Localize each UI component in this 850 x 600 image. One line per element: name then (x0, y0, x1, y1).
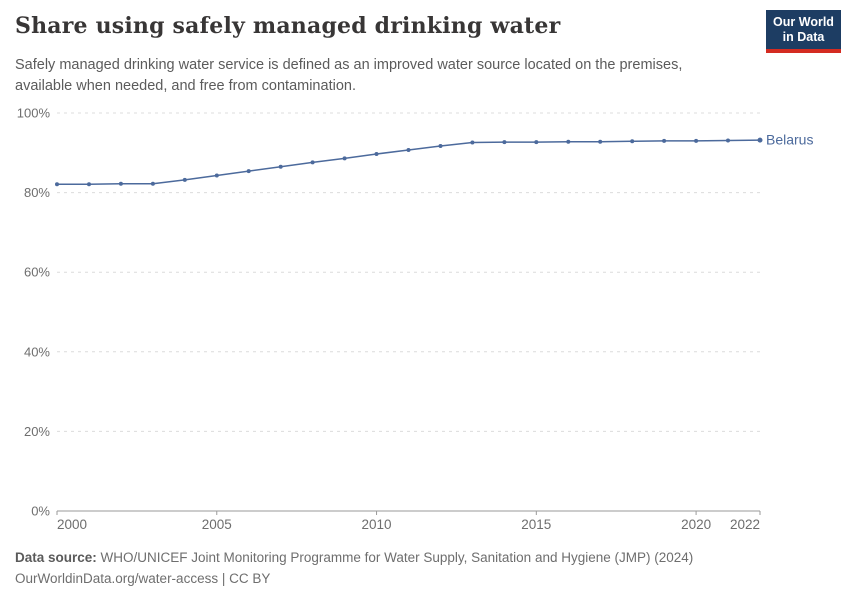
data-point[interactable] (214, 173, 219, 178)
x-axis-label: 2005 (202, 517, 232, 532)
data-point[interactable] (246, 169, 251, 174)
line-chart[interactable]: 0% 20% 40% 60% 80% 100% 2000 2005 2010 2015 2020 20… (0, 100, 850, 545)
y-axis-label: 0% (31, 504, 50, 519)
x-axis-label: 2015 (521, 517, 551, 532)
chart-footer: Data source: WHO/UNICEF Joint Monitoring… (15, 548, 693, 589)
data-point[interactable] (438, 144, 443, 148)
chart-subtitle: Safely managed drinking water service is… (15, 55, 682, 97)
data-point[interactable] (566, 139, 571, 144)
data-point[interactable] (278, 164, 283, 169)
owid-logo[interactable]: Our World in Data (766, 10, 841, 53)
owid-logo-line2: in Data (782, 29, 825, 44)
x-axis-label: 2010 (362, 517, 392, 532)
chart-subtitle-line2: available when needed, and free from con… (15, 78, 356, 94)
data-point[interactable] (662, 138, 667, 143)
data-point[interactable] (182, 177, 187, 182)
plot-svg[interactable]: 0% 20% 40% 60% 80% 100% 2000 2005 2010 2015 2020 20… (0, 100, 850, 545)
y-axis-label: 20% (24, 424, 50, 439)
data-source-label: Data source: (15, 550, 97, 565)
data-line[interactable] (57, 139, 761, 185)
data-point[interactable] (374, 152, 379, 156)
data-point[interactable] (470, 140, 475, 145)
data-source-line: Data source: WHO/UNICEF Joint Monitoring… (15, 548, 693, 569)
y-axis-label: 80% (24, 185, 50, 200)
data-point[interactable] (342, 156, 347, 161)
series-label: Belarus (766, 132, 813, 148)
data-point[interactable] (118, 181, 123, 186)
data-point[interactable] (757, 137, 763, 143)
data-point[interactable] (694, 138, 699, 143)
x-axis-label: 2020 (681, 517, 711, 532)
owid-logo-line1: Our World (773, 14, 834, 29)
data-point[interactable] (598, 139, 603, 144)
data-point[interactable] (150, 181, 155, 186)
data-point[interactable] (534, 140, 539, 145)
x-axis-label: 2022 (730, 517, 760, 532)
data-point[interactable] (726, 138, 730, 143)
citation-line: OurWorldinData.org/water-access | CC BY (15, 570, 271, 586)
data-point[interactable] (630, 139, 635, 144)
data-point[interactable] (87, 182, 91, 187)
y-axis-label: 60% (24, 265, 50, 280)
data-point[interactable] (502, 140, 507, 145)
data-point[interactable] (406, 148, 411, 152)
x-axis-label: 2000 (57, 517, 87, 532)
page-title: Share using safely managed drinking wate… (15, 13, 561, 39)
data-source-text: WHO/UNICEF Joint Monitoring Programme fo… (100, 550, 694, 565)
data-point[interactable] (310, 160, 315, 165)
data-point[interactable] (55, 182, 59, 187)
chart-subtitle-line1: Safely managed drinking water service is… (15, 57, 683, 73)
y-axis-label: 100% (17, 106, 51, 121)
y-axis-label: 40% (24, 344, 50, 359)
